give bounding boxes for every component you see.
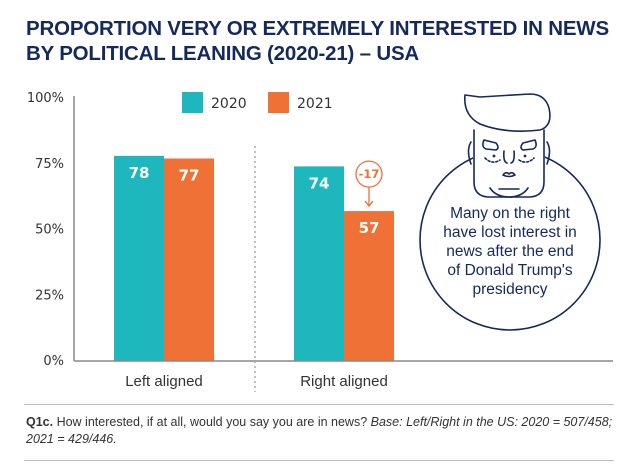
chart-title-line-1: PROPORTION VERY OR EXTREMELY INTERESTED … xyxy=(26,17,609,40)
callout-text-line: of Donald Trump's xyxy=(447,262,573,279)
change-arrow-head-icon xyxy=(364,200,374,208)
callout-text-line: presidency xyxy=(473,281,548,298)
y-tick-label: 100% xyxy=(27,91,64,106)
footer-divider-top xyxy=(24,404,614,405)
chart-title: PROPORTION VERY OR EXTREMELY INTERESTED … xyxy=(26,16,609,66)
bar-right-aligned-2021 xyxy=(344,211,394,361)
legend-label-2021: 2021 xyxy=(297,96,333,112)
bar-chart: 0% 25% 50% 75% 100% 2020 2021 78 77 74 57 -17 Lef… xyxy=(27,91,613,392)
base-text: Base: Left/Right in the US: 2020 = 507/4… xyxy=(26,415,613,446)
legend-swatch-2020 xyxy=(182,92,203,113)
x-category-label: Right aligned xyxy=(300,373,388,390)
footnote: Q1c. How interested, if at all, would yo… xyxy=(26,414,616,448)
y-tick-label: 0% xyxy=(43,354,64,369)
question-id: Q1c. xyxy=(26,415,54,429)
bar-right-aligned-2020 xyxy=(294,166,344,361)
legend-label-2020: 2020 xyxy=(211,96,247,112)
change-badge-label: -17 xyxy=(359,167,380,181)
callout-text-line: Many on the right xyxy=(450,205,570,222)
y-axis: 0% 25% 50% 75% 100% xyxy=(27,91,75,369)
bar-value-label: 78 xyxy=(129,164,150,182)
bar-left-aligned-2020 xyxy=(114,155,164,361)
caricature-face-icon xyxy=(463,93,551,198)
bar-value-label: 74 xyxy=(309,174,330,192)
question-text: How interested, if at all, would you say… xyxy=(53,415,371,429)
footer-divider-bottom xyxy=(24,460,614,461)
y-tick-label: 75% xyxy=(35,157,64,172)
bar-value-label: 57 xyxy=(359,219,380,237)
x-axis: Left aligned Right aligned xyxy=(74,146,613,392)
callout-text-line: have lost interest in xyxy=(443,224,577,241)
callout-text-line: news after the end xyxy=(446,243,574,260)
y-tick-label: 50% xyxy=(35,223,64,238)
bar-left-aligned-2021 xyxy=(164,158,214,361)
callout-text: Many on the right have lost interest in ne… xyxy=(443,205,577,298)
x-category-label: Left aligned xyxy=(125,373,203,390)
legend: 2020 2021 xyxy=(182,92,333,113)
callout: Many on the right have lost interest in ne… xyxy=(419,93,601,331)
bar-value-label: 77 xyxy=(179,166,200,184)
chart-title-line-2: BY POLITICAL LEANING (2020-21) – USA xyxy=(26,42,420,65)
y-tick-label: 25% xyxy=(35,288,64,303)
legend-swatch-2021 xyxy=(268,92,289,113)
bars: 78 77 74 57 -17 xyxy=(114,155,394,361)
